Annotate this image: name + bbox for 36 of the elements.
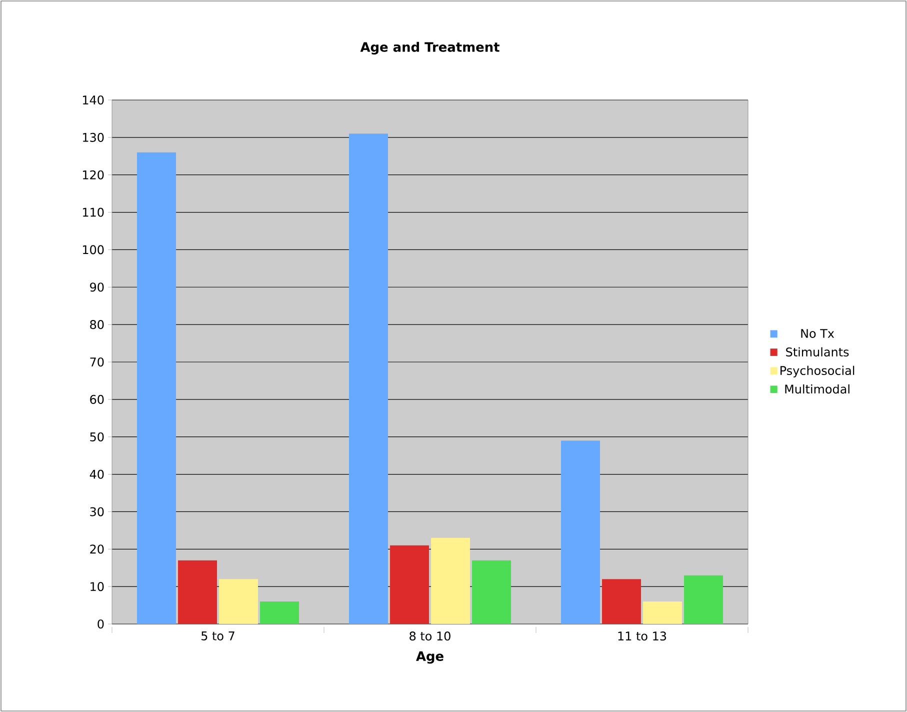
bar (219, 579, 258, 624)
x-tick-label: 8 to 10 (410, 632, 450, 641)
bar (390, 545, 430, 624)
bar (602, 579, 642, 624)
y-tick-label: 40 (90, 470, 104, 479)
y-tick-label: 90 (90, 282, 104, 292)
y-tick-label: 0 (98, 619, 104, 629)
bar (178, 560, 218, 624)
legend-label: Multimodal (785, 384, 850, 394)
bar (561, 440, 600, 624)
legend-label: Stimulants (786, 347, 849, 357)
y-tick-label: 140 (82, 95, 104, 105)
bar (643, 602, 682, 624)
y-tick-label: 10 (90, 582, 104, 592)
legend-label: Psychosocial (780, 366, 854, 378)
y-tick-label: 80 (90, 320, 104, 330)
y-tick-label: 130 (82, 132, 104, 142)
bar (684, 575, 724, 624)
y-tick-label: 70 (90, 357, 104, 367)
legend-label: No Tx (801, 329, 834, 338)
y-tick-label: 110 (82, 208, 104, 217)
bar (349, 134, 388, 624)
bar (431, 538, 470, 624)
y-tick-label: 30 (90, 507, 104, 516)
y-tick-label: 50 (90, 432, 104, 442)
x-tick-label: 5 to 7 (202, 632, 234, 640)
bar (472, 560, 512, 624)
y-tick-label: 100 (82, 245, 104, 254)
bar (136, 152, 176, 624)
chart-title: Age and Treatment (360, 42, 500, 54)
x-tick-label: 11 to 13 (618, 632, 666, 641)
y-tick-label: 20 (90, 544, 104, 554)
y-tick-label: 60 (90, 394, 104, 404)
x-axis-title: Age (416, 651, 444, 664)
y-tick-label: 120 (82, 170, 104, 180)
bar (260, 602, 300, 624)
